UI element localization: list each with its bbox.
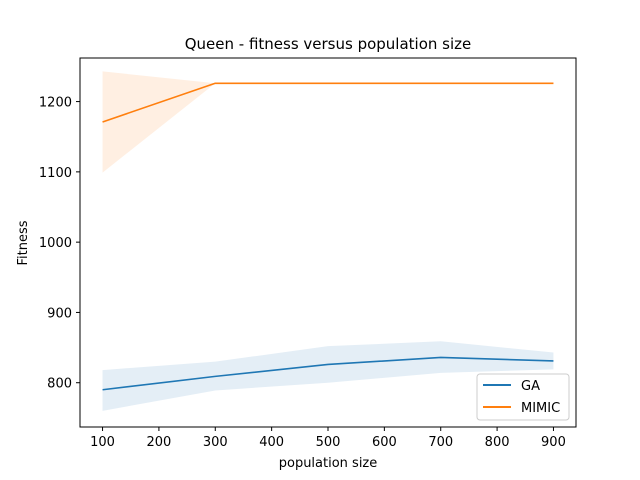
legend-label-mimic: MIMIC — [521, 401, 560, 416]
series-line-mimic — [102, 82, 554, 123]
series-line-ga — [102, 356, 554, 391]
series-lines — [102, 82, 554, 391]
y-axis-label: Fitness — [16, 220, 31, 265]
confidence-bands — [102, 71, 554, 411]
y-tick-label: 1100 — [39, 166, 72, 181]
legend: GA MIMIC — [476, 373, 570, 421]
confidence-band-ga — [102, 341, 554, 411]
x-tick-label: 300 — [203, 435, 228, 450]
y-axis-ticks: 800 900 1000 1100 1200 — [39, 96, 80, 392]
y-tick-label: 900 — [47, 306, 72, 321]
y-tick-label: 1200 — [39, 96, 72, 111]
x-axis-ticks: 100 200 300 400 500 600 700 800 900 — [90, 427, 566, 450]
x-tick-label: 900 — [541, 435, 566, 450]
x-tick-label: 400 — [259, 435, 284, 450]
x-tick-label: 200 — [146, 435, 171, 450]
x-tick-label: 500 — [316, 435, 341, 450]
y-tick-label: 800 — [47, 377, 72, 392]
x-axis-label: population size — [279, 456, 378, 471]
y-tick-label: 1000 — [39, 236, 72, 251]
chart-title: Queen - fitness versus population size — [185, 35, 472, 53]
confidence-band-mimic — [102, 71, 554, 173]
x-tick-label: 700 — [428, 435, 453, 450]
x-tick-label: 100 — [90, 435, 115, 450]
legend-label-ga: GA — [521, 379, 540, 394]
x-tick-label: 600 — [372, 435, 397, 450]
x-tick-label: 800 — [485, 435, 510, 450]
